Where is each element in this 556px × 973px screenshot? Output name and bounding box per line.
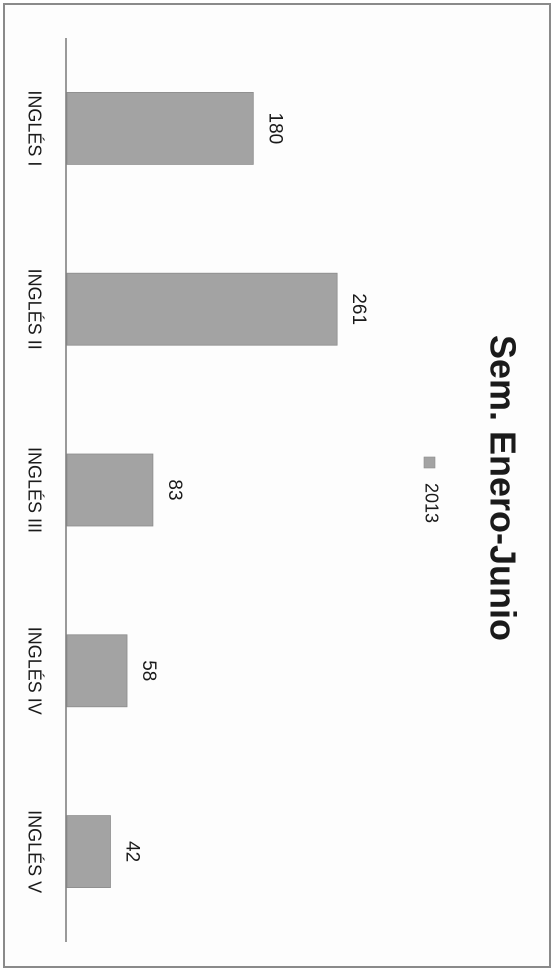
bar <box>66 634 128 708</box>
data-label: 58 <box>138 660 159 681</box>
data-label-group: 180 261 83 58 42 <box>121 113 369 863</box>
data-label: 42 <box>121 841 142 862</box>
category-label-group: INGLÉS I INGLÉS II INGLÉS III INGLÉS IV INGL… <box>24 90 44 893</box>
category-label: INGLÉS I <box>24 90 44 166</box>
bar-group <box>66 92 338 888</box>
bar <box>66 272 338 346</box>
bar <box>66 453 154 527</box>
category-label: INGLÉS III <box>24 447 44 533</box>
data-label: 180 <box>264 113 285 145</box>
chart-title: Sem. Enero-Junio <box>482 335 523 641</box>
bar <box>66 815 111 888</box>
category-label: INGLÉS II <box>24 269 44 350</box>
legend-label: 2013 <box>421 483 441 523</box>
bar <box>66 92 254 165</box>
data-label: 83 <box>164 479 185 500</box>
legend-swatch <box>423 456 436 469</box>
category-label: INGLÉS V <box>24 810 44 893</box>
category-label: INGLÉS IV <box>24 627 44 715</box>
data-label: 261 <box>348 293 369 325</box>
